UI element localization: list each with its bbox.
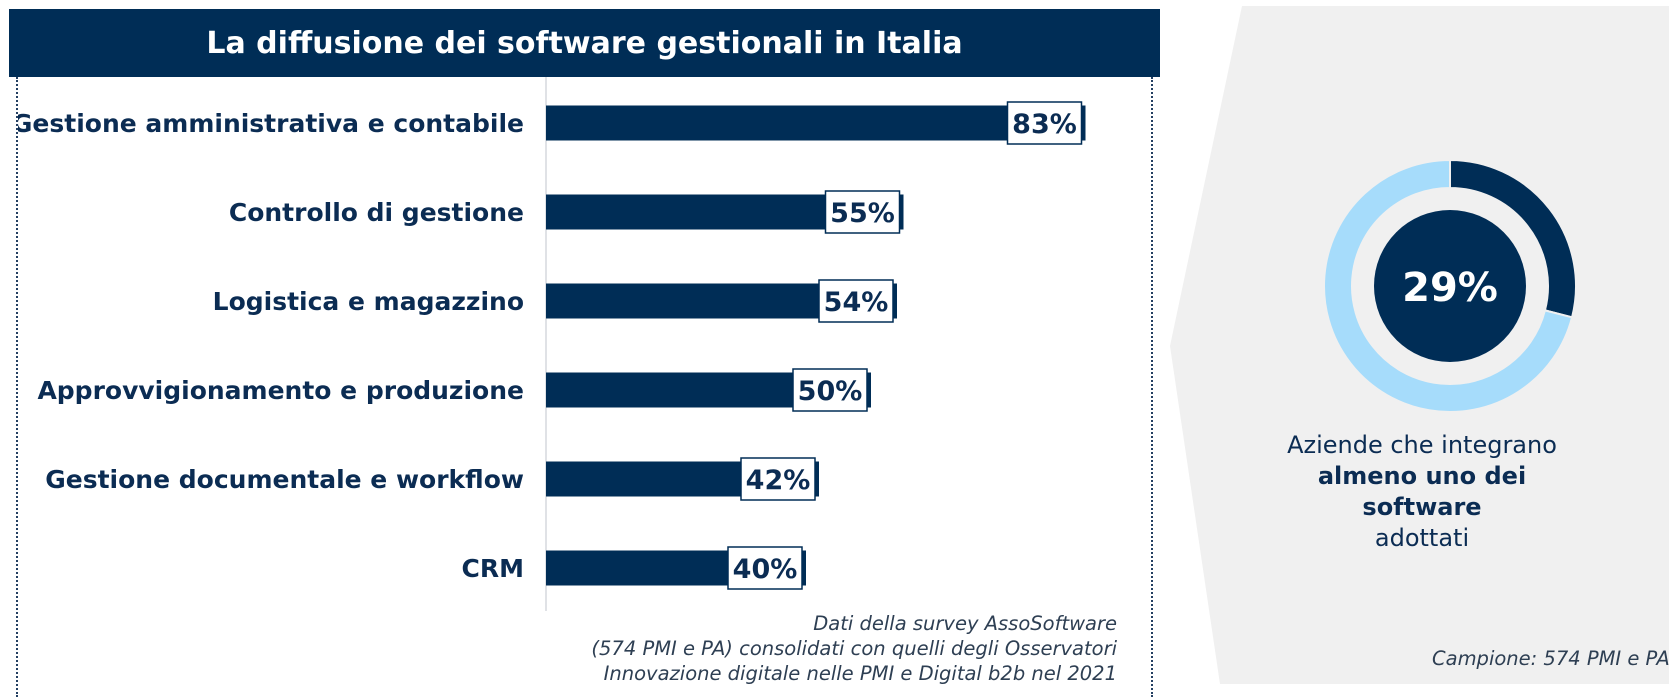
source-note: Dati della survey AssoSoftware (574 PMI … — [591, 611, 1117, 686]
category-label: Logistica e magazzino — [213, 287, 524, 316]
value-label: 42% — [746, 465, 811, 496]
value-label-box — [824, 190, 901, 234]
chart-frame: Gestione amministrativa e contabile 83% Co… — [16, 77, 1153, 697]
bar-chart: Gestione amministrativa e contabile 83% Co… — [18, 77, 1086, 611]
value-label-box — [792, 368, 868, 412]
source-note-line: (574 PMI e PA) consolidati con quelli de… — [591, 637, 1117, 660]
value-label: 50% — [798, 376, 863, 407]
donut-center — [1374, 210, 1526, 362]
chart-title-bar: La diffusione dei software gestionali in… — [9, 9, 1160, 77]
value-label: 54% — [824, 287, 889, 318]
sample-note: Campione: 574 PMI e PA — [1432, 647, 1669, 670]
category-label: Approvvigionamento e produzione — [37, 376, 524, 405]
side-caption-line: Aziende che integrano — [1287, 431, 1557, 459]
value-label: 83% — [1012, 109, 1077, 140]
source-note-line: Innovazione digitale nelle PMI e Digital… — [603, 662, 1117, 685]
chart-title: La diffusione dei software gestionali in… — [206, 25, 963, 61]
donut-center-value: 29% — [1402, 265, 1498, 311]
source-note-line: Dati della survey AssoSoftware — [813, 612, 1117, 635]
value-label: 40% — [733, 554, 798, 585]
side-caption-line: adottati — [1374, 524, 1470, 552]
value-label-box — [740, 457, 816, 501]
side-caption: Aziende che integrano almeno uno dei sof… — [1255, 430, 1589, 554]
donut-chart: 29% — [1323, 158, 1577, 413]
category-label: CRM — [462, 554, 524, 583]
value-label-box — [727, 546, 803, 590]
category-label: Gestione amministrativa e contabile — [18, 109, 524, 138]
donut-slice — [1323, 158, 1574, 413]
value-label-box — [1006, 101, 1083, 145]
bar — [546, 105, 1086, 141]
side-caption-emphasis: almeno uno dei software — [1317, 462, 1527, 521]
side-panel: 29% Aziende che integrano almeno uno dei… — [1170, 0, 1669, 684]
value-label-box — [818, 279, 894, 323]
category-label: Controllo di gestione — [229, 198, 524, 227]
value-label: 55% — [830, 198, 895, 229]
category-label: Gestione documentale e workflow — [45, 465, 524, 494]
